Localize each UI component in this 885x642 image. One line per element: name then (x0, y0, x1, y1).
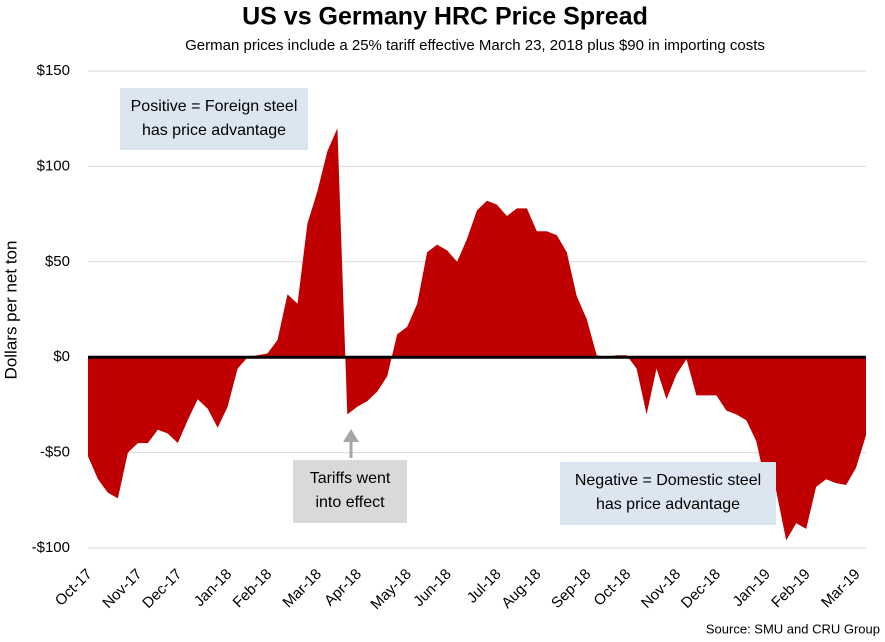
annotation-text: Tariffs went (310, 470, 391, 487)
y-tick-label: $50 (45, 253, 70, 270)
annotation-text: has price advantage (142, 122, 286, 139)
x-tick-label: Feb-19 (768, 566, 814, 612)
x-tick-label: Nov-18 (638, 566, 684, 612)
annotation-text: into effect (315, 494, 385, 511)
source: Source: SMU and CRU Group (706, 621, 880, 636)
area (88, 128, 866, 541)
annotation-text: Positive = Foreign steel (131, 98, 298, 115)
chart-title: US vs Germany HRC Price Spread (242, 3, 648, 31)
x-tick-label: Jan-19 (729, 566, 773, 610)
y-axis-label: Dollars per net ton (1, 241, 20, 380)
x-tick-label: Mar-19 (818, 566, 864, 612)
x-tick-label: Apr-18 (321, 566, 365, 610)
x-tick-label: Dec-18 (678, 566, 724, 612)
y-tick-label: $150 (37, 62, 70, 79)
chart-subtitle: German prices include a 25% tariff effec… (185, 37, 765, 54)
x-tick-label: Oct-18 (590, 566, 634, 610)
y-tick-label: -$50 (40, 444, 70, 461)
x-tick-label: Sep-18 (548, 566, 594, 612)
x-tick-label: Oct-17 (52, 566, 96, 610)
x-tick-label: Feb-18 (230, 566, 276, 612)
x-tick-label: Jan-18 (191, 566, 235, 610)
y-tick-label: -$100 (32, 539, 70, 556)
annotation-box (120, 88, 308, 150)
x-tick-label: Nov-17 (99, 566, 145, 612)
y-tick-label: $0 (53, 348, 70, 365)
annotation-text: Negative = Domestic steel (575, 472, 761, 489)
x-tick-label: Mar-18 (279, 566, 325, 612)
x-tick-label: Aug-18 (498, 566, 544, 612)
x-tick-label: Jun-18 (410, 566, 454, 610)
annotation-arrowhead (343, 429, 359, 442)
annotation-box (293, 460, 407, 523)
x-tick-label: Dec-17 (139, 566, 185, 612)
x-tick-label: May-18 (367, 566, 414, 613)
annotation-text: has price advantage (596, 496, 740, 513)
annotation-box (560, 462, 776, 525)
y-tick-label: $100 (37, 157, 70, 174)
